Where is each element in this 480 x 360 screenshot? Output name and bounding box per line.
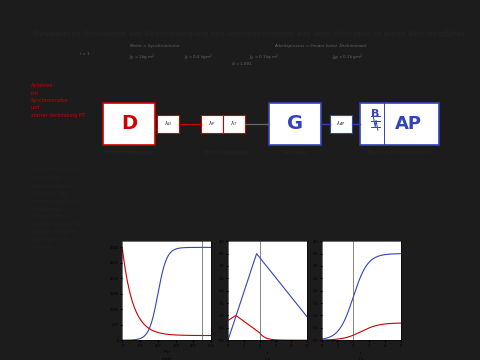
Text: $J_D = 1\,\mathrm{kg\,m^2}$: $J_D = 1\,\mathrm{kg\,m^2}$	[129, 52, 155, 63]
Text: starre Kupplung: starre Kupplung	[203, 149, 247, 154]
Text: D: D	[121, 114, 137, 133]
FancyBboxPatch shape	[360, 103, 439, 145]
FancyBboxPatch shape	[269, 103, 321, 145]
Text: B: B	[372, 109, 380, 119]
X-axis label: $t$
/ s: $t$ / s	[359, 349, 363, 360]
Text: Dynamische Simulation der Beschleunigung des Antriebssystems aus dem Stillstand : Dynamische Simulation der Beschleunigung…	[33, 31, 465, 37]
Text: Motor = Synchronmotor: Motor = Synchronmotor	[130, 44, 180, 48]
X-axis label: $t$
/ s: $t$ / s	[265, 349, 270, 360]
Text: G: G	[287, 114, 303, 133]
FancyBboxPatch shape	[103, 103, 155, 145]
Text: $\lambda_{AP}$: $\lambda_{AP}$	[336, 119, 346, 128]
Text: $J_P = 0.4\,\mathrm{kg\,m^2}$: $J_P = 0.4\,\mathrm{kg\,m^2}$	[184, 52, 214, 63]
Text: $J_{AP} = 0.1\,\mathrm{kg\,m^2}$: $J_{AP} = 0.1\,\mathrm{kg\,m^2}$	[332, 52, 363, 63]
Text: Getriebe: Getriebe	[283, 149, 307, 154]
Text: Der Synchronmotor
kann mit der
Über-setzung des
Getrie-bes den
Arbeitsprozess oh: Der Synchronmotor kann mit der Über-setz…	[31, 167, 84, 250]
Text: $\lambda_P$: $\lambda_P$	[208, 119, 216, 128]
Text: Antriebskennung: Antriebskennung	[105, 149, 153, 154]
Text: Anfahren
mit
Synchronmotor
und
starrer Verbindung PT: Anfahren mit Synchronmotor und starrer V…	[31, 83, 84, 118]
Text: $J_G = 0.1\,\mathrm{kg\,m^2}$: $J_G = 0.1\,\mathrm{kg\,m^2}$	[249, 52, 279, 63]
Text: $\lambda_T$: $\lambda_T$	[229, 119, 238, 128]
Text: i = 1: i = 1	[80, 52, 90, 57]
Text: $\lambda_D$: $\lambda_D$	[164, 119, 172, 128]
FancyBboxPatch shape	[223, 115, 245, 132]
Text: Arbeitsprozess = lineare konst. Drehmomant: Arbeitsprozess = lineare konst. Drehmoma…	[275, 44, 367, 48]
FancyBboxPatch shape	[201, 115, 223, 132]
FancyBboxPatch shape	[157, 115, 179, 132]
X-axis label: $n_{ref}$
/rpm: $n_{ref}$ /rpm	[162, 349, 171, 360]
Text: Bremse/Arbeitsprozess: Bremse/Arbeitsprozess	[368, 149, 432, 154]
Text: 53: 53	[444, 30, 454, 39]
Text: AP: AP	[395, 114, 422, 132]
FancyBboxPatch shape	[330, 115, 351, 132]
Text: $i_G = 1.681$: $i_G = 1.681$	[231, 60, 253, 68]
